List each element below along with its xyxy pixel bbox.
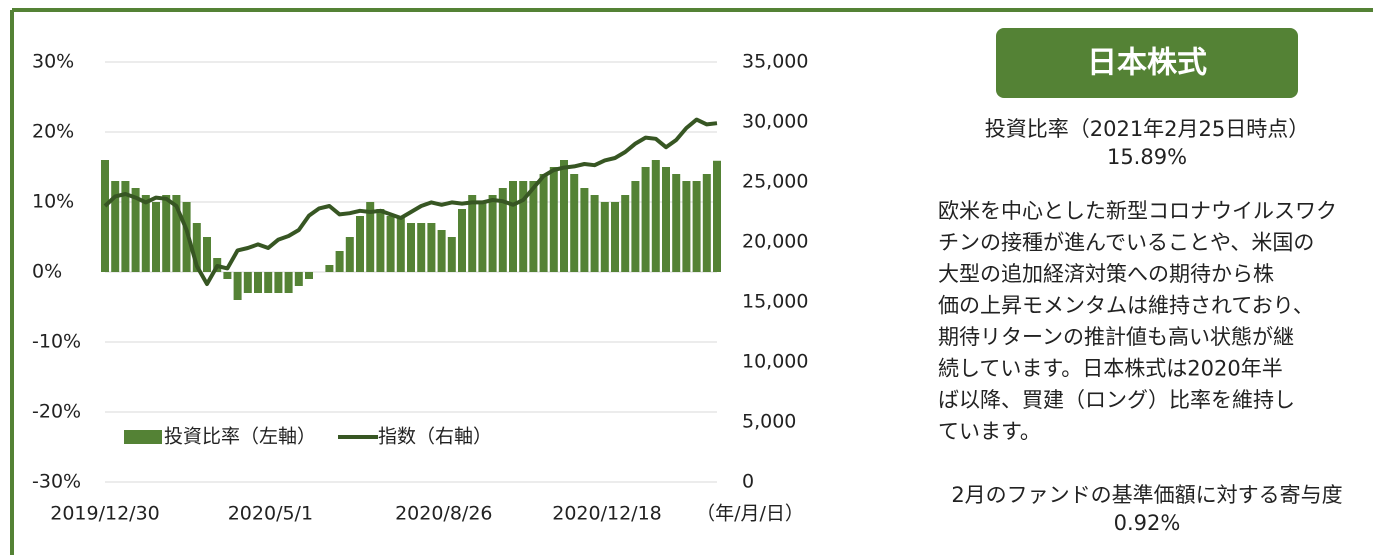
bar bbox=[407, 223, 415, 272]
comment-line: 欧米を中心とした新型コロナウイルスワク bbox=[938, 199, 1337, 223]
comment-line: 続しています。日本株式は2020年半 bbox=[938, 357, 1283, 381]
bar bbox=[172, 195, 181, 272]
bar bbox=[570, 174, 579, 272]
bar bbox=[631, 181, 640, 272]
bar bbox=[437, 230, 446, 272]
bar bbox=[162, 195, 171, 272]
ratio-title: 投資比率（2021年2月25日時点） bbox=[985, 117, 1310, 141]
legend-label: 指数（右軸） bbox=[378, 426, 492, 448]
bar bbox=[600, 202, 609, 272]
bar bbox=[713, 160, 721, 272]
bar bbox=[427, 223, 436, 272]
panel-heading: 日本株式 bbox=[1087, 46, 1207, 81]
x-tick-label: 2019/12/30 bbox=[50, 503, 160, 525]
comment-line: チンの接種が進んでいることや、米国の bbox=[938, 231, 1314, 255]
bar bbox=[641, 167, 650, 272]
bar bbox=[284, 272, 293, 293]
bar bbox=[468, 195, 477, 272]
bar bbox=[662, 167, 670, 272]
bar bbox=[111, 181, 120, 272]
bar bbox=[702, 174, 711, 272]
y-tick-label: 0% bbox=[32, 261, 62, 283]
bar bbox=[539, 174, 548, 272]
contribution: 0.92% bbox=[1114, 511, 1181, 535]
bar bbox=[386, 216, 395, 272]
x-tick-label: 2020/8/26 bbox=[395, 503, 492, 525]
comment-line: 期待リターンの推計値も高い状態が継 bbox=[938, 325, 1294, 349]
bar bbox=[233, 272, 242, 300]
bar bbox=[692, 181, 701, 272]
y-tick-label: 20% bbox=[32, 121, 74, 143]
legend-swatch bbox=[124, 430, 162, 444]
y2-tick-label: 30,000 bbox=[742, 111, 808, 133]
bar bbox=[417, 223, 426, 272]
bar bbox=[223, 272, 232, 279]
bar bbox=[203, 237, 211, 272]
bar bbox=[376, 209, 385, 272]
bar bbox=[529, 181, 538, 272]
bar bbox=[294, 272, 303, 286]
y2-tick-label: 20,000 bbox=[742, 231, 808, 253]
panel: 日本株式 投資比率（2021年2月25日時点） 15.89% 2月のファンドの基… bbox=[951, 46, 1342, 536]
bar bbox=[682, 181, 691, 272]
y-tick-label: 10% bbox=[32, 191, 74, 213]
bar bbox=[264, 272, 273, 293]
bar bbox=[458, 209, 466, 272]
comment-line: 価の上昇モメンタムは維持されており、 bbox=[938, 294, 1314, 318]
bar bbox=[580, 188, 589, 272]
bar bbox=[651, 160, 660, 272]
bar bbox=[254, 272, 262, 293]
bar bbox=[519, 181, 528, 272]
x-tick-label: 2020/12/18 bbox=[552, 503, 662, 525]
y-tick-label: 30% bbox=[32, 51, 74, 73]
y2-tick-label: 10,000 bbox=[742, 351, 808, 373]
ratio: 15.89% bbox=[1107, 145, 1187, 169]
comment-line: ています。 bbox=[938, 420, 1041, 444]
bar bbox=[305, 272, 313, 279]
bar bbox=[101, 160, 109, 272]
y2-tick-label: 5,000 bbox=[742, 411, 796, 433]
bar bbox=[366, 202, 375, 272]
bar bbox=[478, 202, 487, 272]
y-tick-label: -20% bbox=[32, 401, 81, 423]
y-tick-label: -30% bbox=[32, 471, 81, 493]
y-tick-label: -10% bbox=[32, 331, 81, 353]
bar bbox=[152, 202, 160, 272]
comment-line: 大型の追加経済対策への期待から株 bbox=[938, 262, 1274, 286]
bar bbox=[498, 188, 507, 272]
line bbox=[103, 117, 718, 286]
bar bbox=[356, 216, 364, 272]
bar bbox=[131, 188, 140, 272]
bar bbox=[611, 202, 619, 272]
bar bbox=[560, 160, 568, 272]
x-unit: （年/月/日） bbox=[696, 503, 804, 525]
y2-tick-label: 35,000 bbox=[742, 51, 808, 73]
bar bbox=[121, 181, 130, 272]
bar bbox=[672, 174, 681, 272]
bar bbox=[345, 237, 354, 272]
x-tick-label: 2020/5/1 bbox=[228, 503, 313, 525]
bar bbox=[590, 195, 599, 272]
legend-label: 投資比率（左軸） bbox=[164, 426, 316, 448]
bar bbox=[192, 223, 201, 272]
bar bbox=[335, 251, 344, 272]
contribution-title: 2月のファンドの基準価額に対する寄与度 bbox=[951, 483, 1342, 507]
y2-tick-label: 25,000 bbox=[742, 171, 808, 193]
bar bbox=[509, 181, 517, 272]
y2-tick-label: 15,000 bbox=[742, 291, 808, 313]
bar bbox=[488, 195, 497, 272]
bar bbox=[447, 237, 456, 272]
bar bbox=[549, 167, 558, 272]
bar bbox=[396, 216, 405, 272]
comment-line: ば以降、買建（ロング）比率を維持し bbox=[938, 388, 1295, 412]
y2-tick-label: 0 bbox=[742, 471, 754, 493]
bar bbox=[621, 195, 630, 272]
bar bbox=[243, 272, 252, 293]
heading-box bbox=[996, 28, 1298, 98]
bar bbox=[141, 195, 150, 272]
bar bbox=[274, 272, 283, 293]
bar bbox=[325, 265, 334, 272]
